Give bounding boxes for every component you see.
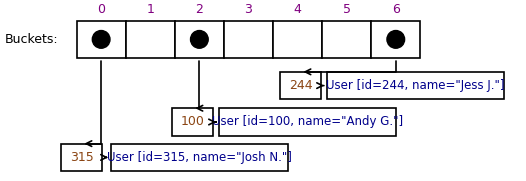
Text: User [id=315, name="Josh N."]: User [id=315, name="Josh N."] bbox=[107, 151, 292, 164]
Text: 3: 3 bbox=[245, 3, 252, 16]
Text: 6: 6 bbox=[392, 3, 400, 16]
Bar bbox=[175, 21, 224, 58]
Bar bbox=[322, 21, 371, 58]
Text: 5: 5 bbox=[342, 3, 351, 16]
Bar bbox=[224, 21, 273, 58]
Bar bbox=[280, 72, 321, 99]
Text: 4: 4 bbox=[294, 3, 301, 16]
Bar bbox=[219, 108, 396, 136]
Circle shape bbox=[190, 31, 208, 48]
Bar bbox=[273, 21, 322, 58]
Bar bbox=[371, 21, 420, 58]
Text: 100: 100 bbox=[180, 115, 205, 129]
Bar bbox=[327, 72, 504, 99]
Text: 1: 1 bbox=[146, 3, 154, 16]
Text: User [id=244, name="Jess J."]: User [id=244, name="Jess J."] bbox=[326, 79, 504, 92]
Text: Buckets:: Buckets: bbox=[5, 33, 58, 46]
Circle shape bbox=[387, 31, 404, 48]
Bar bbox=[61, 144, 102, 171]
Text: 2: 2 bbox=[196, 3, 204, 16]
Text: 244: 244 bbox=[289, 79, 312, 92]
Circle shape bbox=[93, 31, 110, 48]
Bar bbox=[126, 21, 175, 58]
Text: 315: 315 bbox=[69, 151, 94, 164]
Bar bbox=[172, 108, 213, 136]
Bar bbox=[111, 144, 288, 171]
Text: 0: 0 bbox=[97, 3, 105, 16]
Bar bbox=[77, 21, 126, 58]
Text: User [id=100, name="Andy G."]: User [id=100, name="Andy G."] bbox=[212, 115, 403, 129]
